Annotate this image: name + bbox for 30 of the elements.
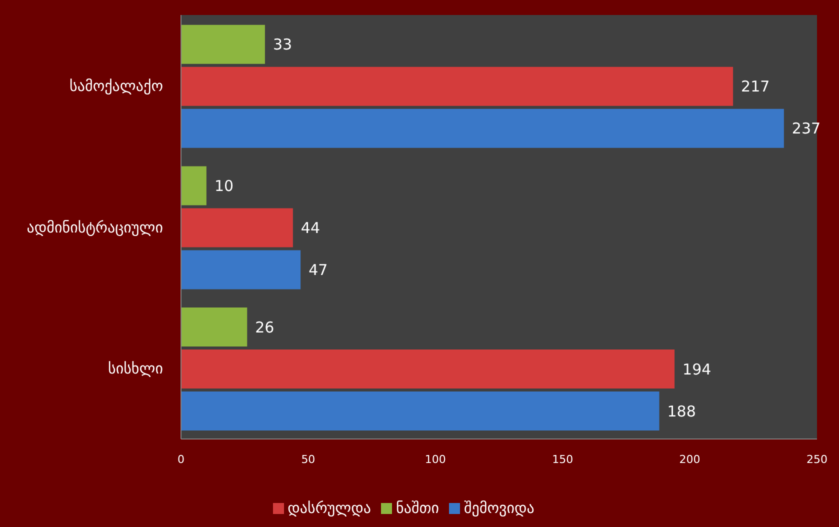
- bar: [181, 108, 784, 148]
- y-tick-label: სამოქალაქო: [70, 76, 164, 95]
- x-tick-label: 250: [806, 452, 828, 466]
- legend-label: ნაშთი: [396, 499, 439, 517]
- data-label: 47: [308, 261, 328, 280]
- x-tick-label: 50: [301, 452, 316, 466]
- bar: [181, 208, 293, 248]
- x-tick-label: 0: [178, 452, 184, 466]
- y-tick-label: ადმინისტრაციული: [26, 218, 164, 236]
- data-label: 44: [300, 219, 320, 238]
- data-label: 26: [255, 318, 274, 336]
- bar: [181, 350, 675, 389]
- x-tick-label: 150: [552, 452, 574, 466]
- legend-label: შემოვიდა: [464, 499, 534, 517]
- y-tick-label: სისხლი: [108, 360, 164, 378]
- data-label: 194: [682, 360, 712, 378]
- data-label: 217: [741, 78, 770, 96]
- data-label: 33: [272, 36, 292, 54]
- bar: [181, 392, 660, 431]
- x-tick-label: 100: [424, 452, 446, 466]
- bar: [181, 166, 206, 206]
- data-label: 188: [667, 402, 696, 420]
- data-label: 237: [792, 120, 821, 138]
- bar: [181, 66, 734, 106]
- legend-label: დასრულდა: [288, 499, 371, 517]
- data-label: 10: [214, 177, 234, 196]
- x-tick-label: 200: [679, 452, 700, 466]
- bar: [181, 24, 265, 64]
- bar: [181, 250, 301, 290]
- bar: [181, 308, 248, 347]
